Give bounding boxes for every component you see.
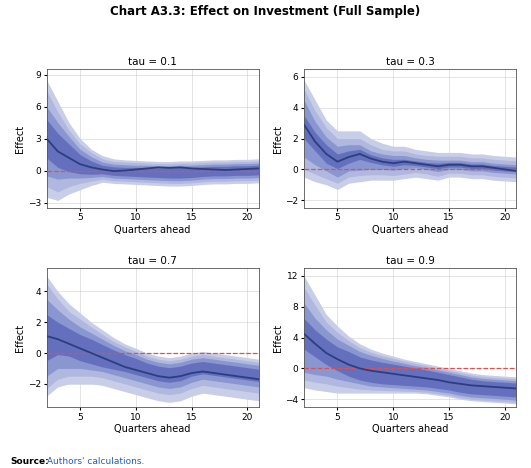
X-axis label: Quarters ahead: Quarters ahead	[372, 225, 448, 235]
Text: Authors' calculations.: Authors' calculations.	[44, 457, 144, 466]
Y-axis label: Effect: Effect	[15, 124, 25, 153]
Title: tau = 0.9: tau = 0.9	[386, 256, 434, 266]
Y-axis label: Effect: Effect	[272, 323, 282, 351]
Text: Chart A3.3: Effect on Investment (Full Sample): Chart A3.3: Effect on Investment (Full S…	[110, 5, 421, 18]
Title: tau = 0.3: tau = 0.3	[386, 57, 434, 67]
X-axis label: Quarters ahead: Quarters ahead	[114, 225, 191, 235]
Y-axis label: Effect: Effect	[272, 124, 282, 153]
Title: tau = 0.7: tau = 0.7	[128, 256, 177, 266]
Y-axis label: Effect: Effect	[15, 323, 25, 351]
Text: Source:: Source:	[11, 457, 49, 466]
Title: tau = 0.1: tau = 0.1	[128, 57, 177, 67]
X-axis label: Quarters ahead: Quarters ahead	[372, 424, 448, 434]
X-axis label: Quarters ahead: Quarters ahead	[114, 424, 191, 434]
